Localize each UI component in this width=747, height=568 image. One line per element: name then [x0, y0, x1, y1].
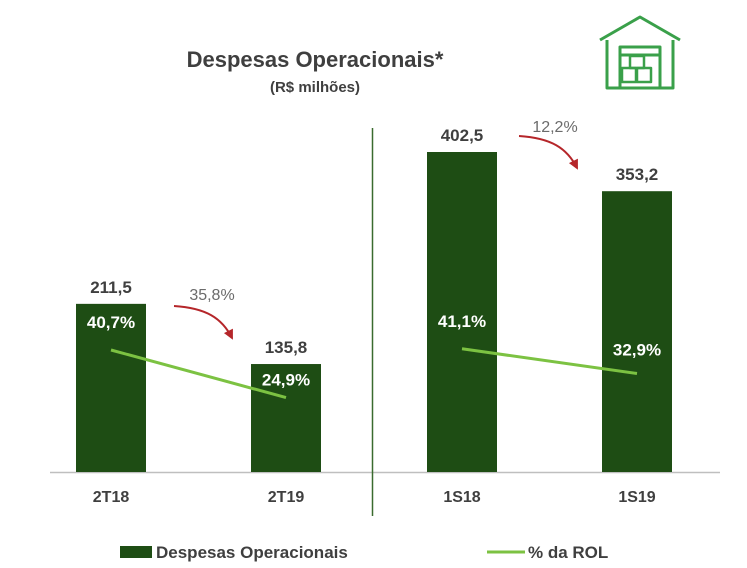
bar-1s19 — [602, 191, 672, 472]
value-label-2t19: 135,8 — [265, 338, 308, 357]
chart-subtitle: (R$ milhões) — [270, 79, 360, 96]
rol-line-1 — [110, 348, 287, 400]
value-label-2t18: 211,5 — [90, 278, 132, 297]
variation-label-1: 35,8% — [189, 287, 234, 304]
bar-1s18 — [427, 152, 497, 472]
legend-label-despesas: Despesas Operacionais — [156, 543, 348, 562]
rol-line-2 — [461, 347, 638, 375]
bar-2t19 — [251, 364, 321, 472]
variation-arrow-2 — [518, 135, 578, 170]
legend-swatch-despesas — [120, 546, 152, 558]
variation-arrow-1 — [173, 305, 233, 340]
rol-label-2t18: 40,7% — [87, 313, 135, 332]
warehouse-icon — [599, 15, 681, 90]
chart-title: Despesas Operacionais* — [187, 47, 444, 72]
rol-label-1s18: 41,1% — [438, 312, 486, 331]
legend-label-rol: % da ROL — [528, 543, 608, 562]
x-tick-label-2t18: 2T18 — [93, 489, 130, 506]
bar-2t18 — [76, 303, 146, 472]
value-label-1s19: 353,2 — [616, 165, 659, 184]
value-label-1s18: 402,5 — [441, 126, 484, 145]
x-tick-label-1s19: 1S19 — [618, 489, 655, 506]
variation-label-2: 12,2% — [532, 119, 577, 136]
x-tick-label-1s18: 1S18 — [443, 489, 480, 506]
legend: Despesas Operacionais % da ROL — [120, 543, 608, 562]
x-tick-label-2t19: 2T19 — [268, 489, 305, 506]
rol-label-2t19: 24,9% — [262, 371, 310, 390]
rol-label-1s19: 32,9% — [613, 340, 661, 359]
